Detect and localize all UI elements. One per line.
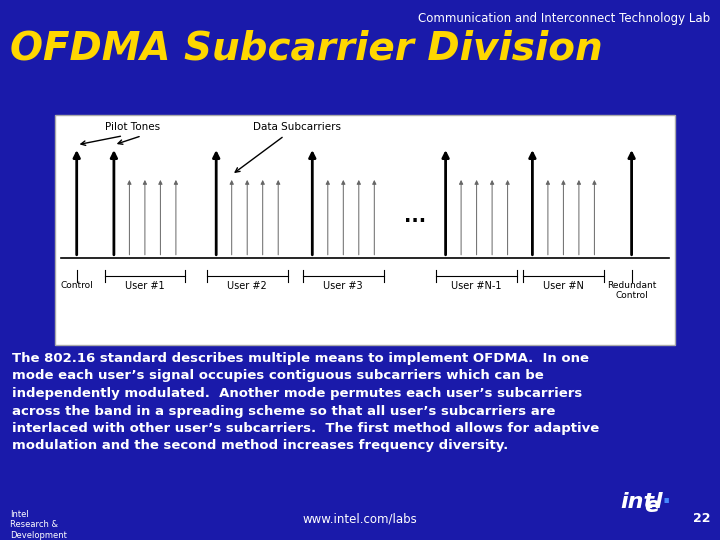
Text: Communication and Interconnect Technology Lab: Communication and Interconnect Technolog… <box>418 12 710 25</box>
Text: e: e <box>644 496 659 516</box>
Text: Redundant
Control: Redundant Control <box>607 281 657 300</box>
Text: Pilot Tones: Pilot Tones <box>104 122 160 132</box>
Text: The 802.16 standard describes multiple means to implement OFDMA.  In one
mode ea: The 802.16 standard describes multiple m… <box>12 352 599 453</box>
Text: .: . <box>662 484 671 508</box>
Text: Intel
Research &
Development: Intel Research & Development <box>10 510 67 540</box>
Text: OFDMA Subcarrier Division: OFDMA Subcarrier Division <box>10 30 603 68</box>
Text: User #1: User #1 <box>125 281 165 291</box>
Text: User #N-1: User #N-1 <box>451 281 502 291</box>
Text: User #3: User #3 <box>323 281 363 291</box>
Text: User #2: User #2 <box>228 281 267 291</box>
Text: User #N: User #N <box>543 281 584 291</box>
Text: ...: ... <box>403 207 426 226</box>
Text: Control: Control <box>60 281 93 289</box>
Bar <box>55 115 675 345</box>
Text: www.intel.com/labs: www.intel.com/labs <box>302 512 418 525</box>
Text: 22: 22 <box>693 512 710 525</box>
Text: int: int <box>620 492 654 512</box>
Text: l: l <box>654 492 662 512</box>
Text: Data Subcarriers: Data Subcarriers <box>253 122 341 132</box>
